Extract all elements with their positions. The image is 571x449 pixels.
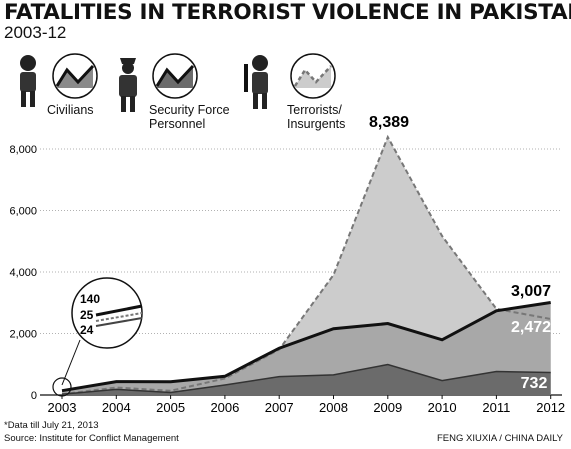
legend-label-terrorists-line2: Insurgents bbox=[287, 117, 346, 131]
end-value-civilians: 3,007 bbox=[511, 283, 551, 300]
police-officer-icon bbox=[119, 58, 137, 112]
x-tick-label: 2005 bbox=[156, 400, 185, 415]
footnote: *Data till July 21, 2013 bbox=[4, 420, 99, 431]
end-value-security: 732 bbox=[521, 375, 548, 392]
security-swatch-icon bbox=[152, 53, 198, 99]
x-tick-label: 2004 bbox=[102, 400, 131, 415]
credit-note: FENG XIUXIA / CHINA DAILY bbox=[437, 433, 563, 444]
legend-label-security-line2: Personnel bbox=[149, 117, 206, 131]
source-note: Source: Institute for Conflict Managemen… bbox=[4, 433, 179, 444]
chart-subtitle: 2003-12 bbox=[4, 23, 67, 42]
x-tick-label: 2009 bbox=[373, 400, 402, 415]
x-tick-label: 2008 bbox=[319, 400, 348, 415]
y-tick-label: 2,000 bbox=[9, 329, 37, 341]
y-tick-label: 6,000 bbox=[9, 206, 37, 218]
civilians-swatch-icon bbox=[52, 53, 98, 99]
civilians-line bbox=[61, 301, 551, 393]
inset-label-security: 24 bbox=[80, 323, 94, 337]
terrorists-swatch-icon bbox=[290, 53, 336, 99]
chart-title: FATALITIES IN TERRORIST VIOLENCE IN PAKI… bbox=[4, 0, 571, 25]
security-force-area bbox=[62, 364, 551, 395]
terrorists-line bbox=[61, 134, 551, 396]
y-tick-label: 0 bbox=[31, 390, 37, 402]
inset-label-civilians: 140 bbox=[80, 292, 100, 306]
x-tick-label: 2010 bbox=[428, 400, 457, 415]
legend-label-civilians: Civilians bbox=[47, 103, 94, 117]
terrorists-area bbox=[62, 137, 551, 395]
armed-militant-icon bbox=[244, 55, 268, 109]
y-tick-label: 4,000 bbox=[9, 267, 37, 279]
security-force-line bbox=[61, 363, 551, 396]
x-tick-label: 2012 bbox=[536, 400, 565, 415]
x-tick-label: 2006 bbox=[210, 400, 239, 415]
inset-label-terrorists: 25 bbox=[80, 308, 94, 322]
peak-value-label: 8,389 bbox=[369, 114, 409, 131]
y-tick-label: 8,000 bbox=[9, 144, 37, 156]
legend-label-security-line1: Security Force bbox=[149, 103, 230, 117]
x-tick-label: 2003 bbox=[48, 400, 77, 415]
x-tick-label: 2011 bbox=[482, 400, 510, 415]
civilian-figure-icon bbox=[20, 55, 36, 107]
end-value-terrorists: 2,472 bbox=[511, 319, 551, 336]
inset-magnifier bbox=[52, 277, 143, 397]
legend-label-terrorists-line1: Terrorists/ bbox=[287, 103, 342, 117]
x-tick-label: 2007 bbox=[265, 400, 294, 415]
civilians-area bbox=[62, 302, 551, 395]
